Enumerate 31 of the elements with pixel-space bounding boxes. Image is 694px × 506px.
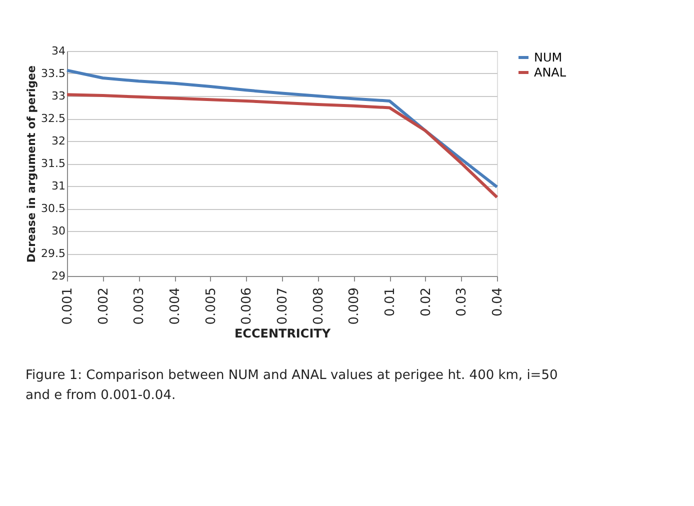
x-tick-label: 0.007 <box>276 288 290 325</box>
caption: Figure 1: Comparison between NUM and ANAL values at perigee ht. 400 km, i=50 and e from 0.001-0.04. <box>26 368 558 404</box>
x-tick-label: 0.03 <box>454 288 470 316</box>
y-tick-label: 30 <box>52 224 66 238</box>
x-tick-label: 0.003 <box>132 288 148 325</box>
x-tick-label: 0.009 <box>347 288 362 325</box>
x-axis-title: ECCENTRICITY <box>234 326 331 341</box>
y-tick-label: 30.5 <box>41 202 66 215</box>
y-tick-label: 32 <box>52 134 66 148</box>
x-tick-label: 0.005 <box>204 288 219 325</box>
x-tick-label: 0.008 <box>311 288 326 325</box>
x-tick-label: 0.02 <box>418 288 434 316</box>
x-tick-label: 0.01 <box>383 288 398 316</box>
line-series <box>66 68 498 188</box>
legend-label: NUM <box>534 50 562 64</box>
x-tick-label: 0.002 <box>96 288 112 325</box>
y-tick-label: 34 <box>52 44 66 58</box>
y-tick-label: 29 <box>52 270 66 282</box>
y-tick-label: 29.5 <box>41 247 66 260</box>
y-tick-label: 31.5 <box>41 157 66 170</box>
x-tick-label: 0.004 <box>168 288 183 325</box>
x-tick-label: 0.006 <box>240 288 255 325</box>
y-tick-label: 33 <box>52 90 66 102</box>
x-tick-label: 0.001 <box>60 288 76 325</box>
y-axis-title: Dcrease in argument of perigee <box>25 65 38 263</box>
x-tick-label: 0.04 <box>490 288 506 316</box>
y-tick-label: 32.5 <box>41 112 66 125</box>
line-series <box>66 93 498 199</box>
y-tick-label: 31 <box>52 180 66 192</box>
legend-label: ANAL <box>534 66 566 80</box>
y-tick-label: 33.5 <box>41 67 66 80</box>
